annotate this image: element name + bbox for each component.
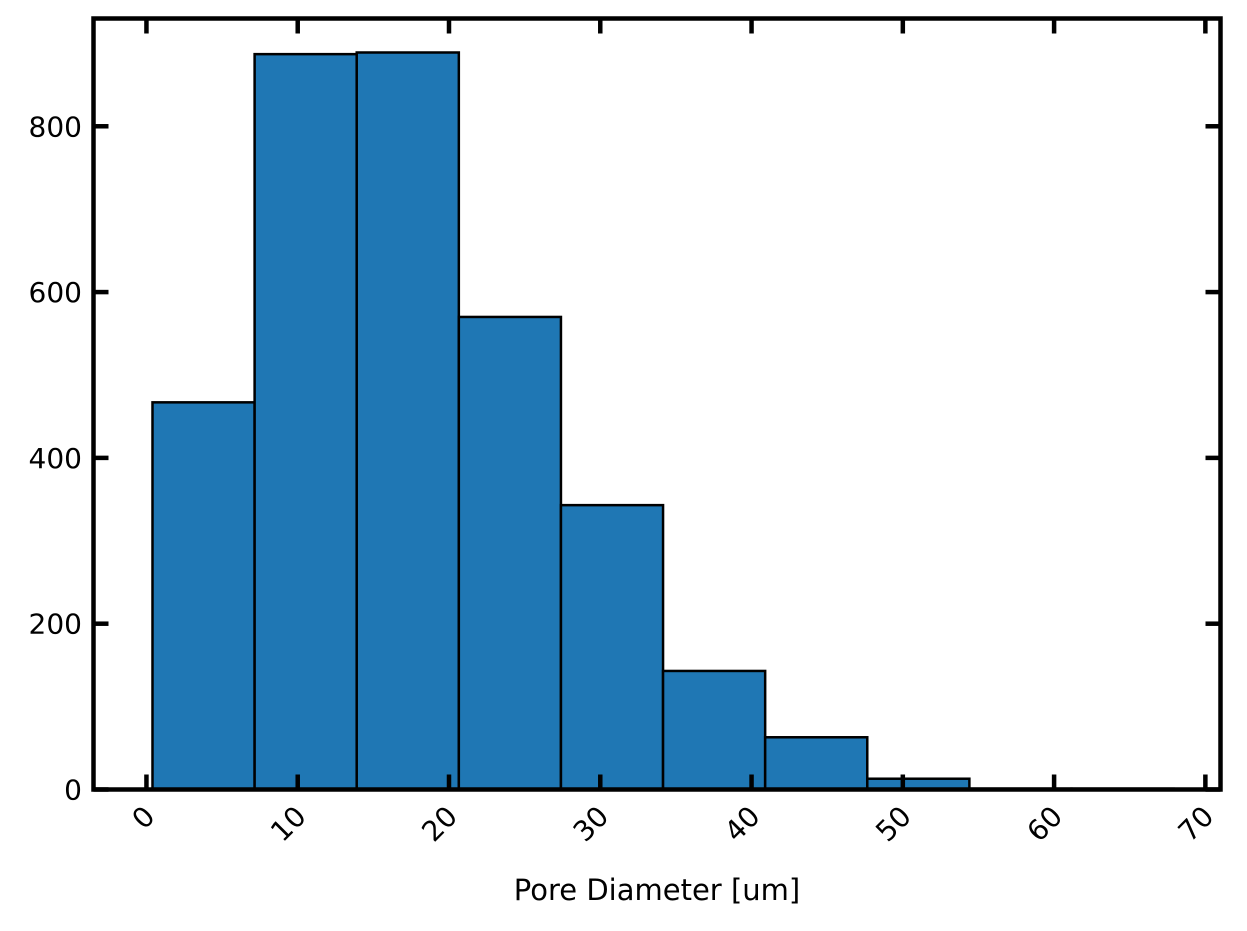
- x-tick-label: 40: [718, 800, 767, 849]
- histogram-bar: [457, 315, 563, 791]
- x-tick-labels: 0 10 20 30 40 50 60 70: [125, 800, 1220, 849]
- histogram-bar: [763, 736, 869, 791]
- histogram-bar: [661, 669, 767, 791]
- x-tick-label: 70: [1172, 800, 1221, 849]
- x-tick-label: 10: [264, 800, 313, 849]
- histogram-bar: [355, 51, 461, 791]
- y-tick-labels: 0 200 400 600 800: [29, 110, 82, 806]
- histogram-bar: [253, 52, 358, 791]
- y-tick-label: 400: [29, 442, 82, 475]
- y-tick-label: 0: [64, 774, 82, 807]
- histogram-bar: [151, 401, 256, 791]
- x-tick-label: 60: [1021, 800, 1070, 849]
- x-tick-label: 30: [567, 800, 616, 849]
- y-tick-label: 600: [29, 276, 82, 309]
- plot-frame: [91, 16, 1223, 792]
- y-tick-label: 800: [29, 110, 82, 143]
- bars-layer: [151, 51, 1175, 791]
- histogram-bar: [559, 503, 665, 791]
- x-tick-label: 20: [415, 800, 464, 849]
- x-tick-label: 0: [125, 800, 161, 836]
- x-axis-label: Pore Diameter [um]: [514, 873, 800, 907]
- x-tick-label: 50: [869, 800, 918, 849]
- y-tick-label: 200: [29, 608, 82, 641]
